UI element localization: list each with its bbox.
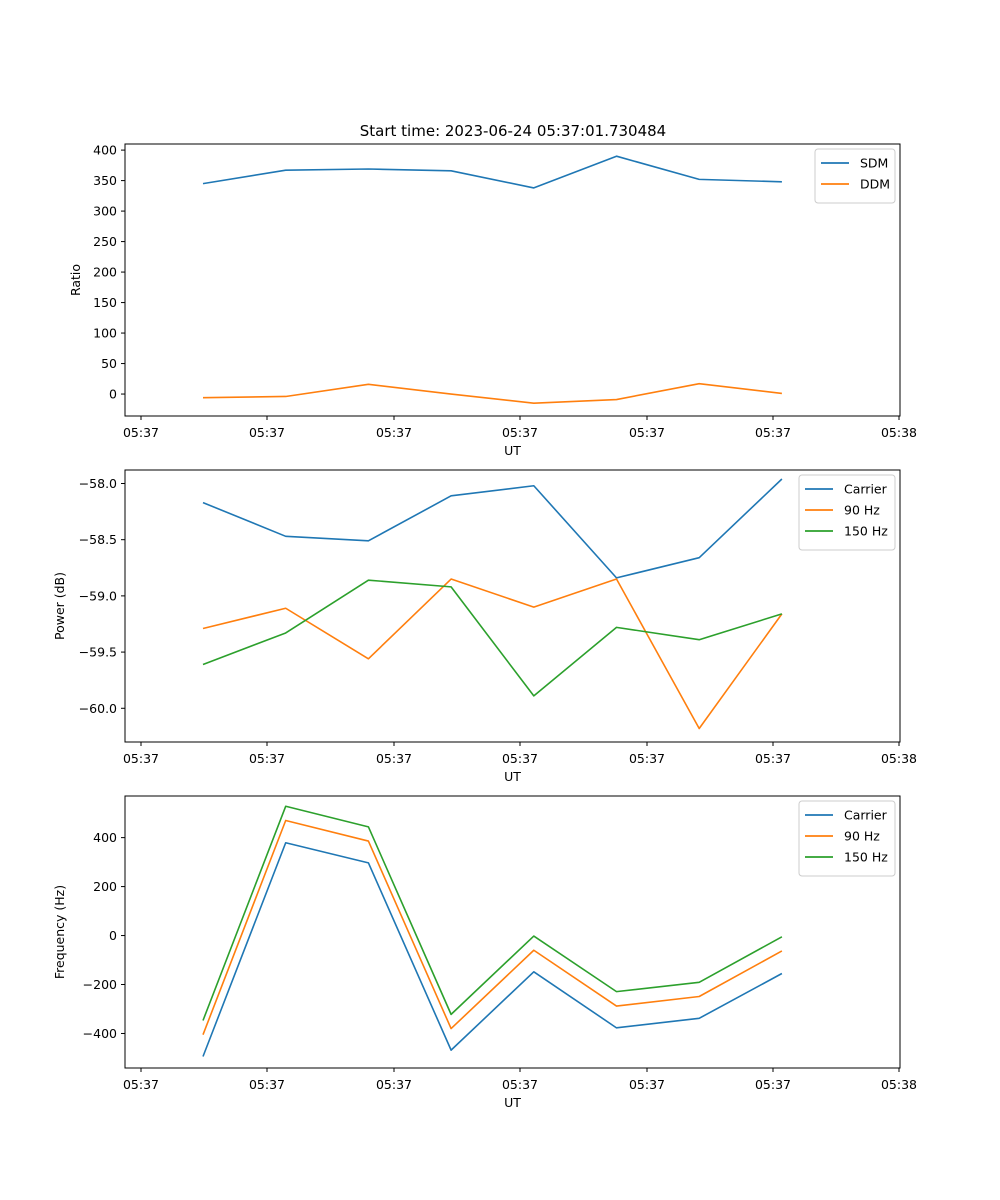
- subplots: 0 50 100 150 200 250 300 350 400 05:37 05:37 05:37 0…: [52, 143, 917, 1110]
- x-tick-label: 05:37: [249, 1077, 285, 1092]
- y-tick-label: 0: [109, 928, 117, 943]
- y-tick-label: 200: [93, 265, 117, 280]
- axes-frame: [124, 469, 901, 743]
- axes-frame: [124, 143, 901, 417]
- series-line-sdm: [202, 155, 782, 189]
- y-tick-label: 250: [93, 234, 117, 249]
- series-line-150-hz: [202, 805, 783, 1021]
- y-tick-label: −400: [83, 1026, 117, 1041]
- series-line-90-hz: [202, 819, 783, 1035]
- legend-label: Carrier: [844, 482, 888, 497]
- x-tick-label: 05:37: [249, 425, 285, 440]
- x-tick-label: 05:37: [755, 1077, 791, 1092]
- x-tick-label: 05:37: [755, 425, 791, 440]
- y-tick-label: 300: [93, 204, 117, 219]
- legend-label: 90 Hz: [844, 503, 880, 518]
- y-tick-label: 200: [93, 879, 117, 894]
- legend-label: 150 Hz: [844, 524, 888, 539]
- y-tick-label: 50: [101, 356, 117, 371]
- x-tick-label: 05:37: [123, 425, 159, 440]
- y-tick-label: 400: [93, 830, 117, 845]
- x-tick-label: 05:37: [123, 1077, 159, 1092]
- y-tick-label: 400: [93, 143, 117, 158]
- x-axis-label: UT: [504, 769, 521, 784]
- legend-label: SDM: [860, 156, 888, 171]
- subplot-2: −60.0 −59.5 −59.0 −58.5 −58.0 05:37 05:37 05:37…: [52, 469, 917, 784]
- series-line-150-hz: [202, 579, 783, 697]
- y-tick-label: −59.5: [79, 645, 117, 660]
- x-tick-label: 05:38: [881, 425, 917, 440]
- legend-label: DDM: [860, 177, 890, 192]
- x-tick-label: 05:37: [123, 751, 159, 766]
- legend-label: 150 Hz: [844, 850, 888, 865]
- legend-label: Carrier: [844, 808, 888, 823]
- x-tick-label: 05:37: [376, 425, 412, 440]
- axes-frame: [124, 795, 901, 1069]
- y-tick-label: −60.0: [79, 701, 117, 716]
- x-axis-label: UT: [504, 1095, 521, 1110]
- subplot-1: 0 50 100 150 200 250 300 350 400 05:37 05:37 05:37 0…: [68, 143, 917, 458]
- x-tick-label: 05:37: [502, 425, 538, 440]
- x-tick-label: 05:38: [881, 1077, 917, 1092]
- y-axis-label: Frequency (Hz): [52, 885, 67, 979]
- legend: Carrier 90 Hz 150 Hz: [798, 474, 896, 551]
- y-tick-label: 100: [93, 326, 117, 341]
- series-line-carrier: [202, 478, 783, 579]
- legend: Carrier 90 Hz 150 Hz: [798, 800, 896, 877]
- y-axis-label: Power (dB): [52, 572, 67, 640]
- x-tick-label: 05:37: [629, 425, 665, 440]
- y-tick-label: −200: [83, 977, 117, 992]
- x-tick-label: 05:37: [629, 751, 665, 766]
- subplot-3: −400 −200 0 200 400 05:37 05:37 05:37 05:37 05:37…: [52, 795, 917, 1110]
- y-tick-label: −58.0: [79, 476, 117, 491]
- x-tick-label: 05:37: [249, 751, 285, 766]
- x-tick-label: 05:37: [629, 1077, 665, 1092]
- x-tick-label: 05:37: [755, 751, 791, 766]
- y-tick-label: −58.5: [79, 532, 117, 547]
- y-tick-label: 150: [93, 295, 117, 310]
- series-line-90-hz: [202, 578, 783, 730]
- y-tick-label: −59.0: [79, 588, 117, 603]
- x-tick-label: 05:37: [502, 1077, 538, 1092]
- series-line-ddm: [202, 382, 782, 404]
- x-tick-label: 05:37: [376, 751, 412, 766]
- legend: SDM DDM: [814, 148, 896, 204]
- x-tick-label: 05:37: [376, 1077, 412, 1092]
- series-line-carrier: [202, 841, 783, 1057]
- y-tick-label: 0: [109, 387, 117, 402]
- x-axis-label: UT: [504, 443, 521, 458]
- legend-label: 90 Hz: [844, 829, 880, 844]
- y-tick-label: 350: [93, 173, 117, 188]
- y-axis-label: Ratio: [68, 264, 83, 296]
- x-tick-label: 05:37: [502, 751, 538, 766]
- x-tick-label: 05:38: [881, 751, 917, 766]
- figure-title: Start time: 2023-06-24 05:37:01.730484: [360, 122, 666, 140]
